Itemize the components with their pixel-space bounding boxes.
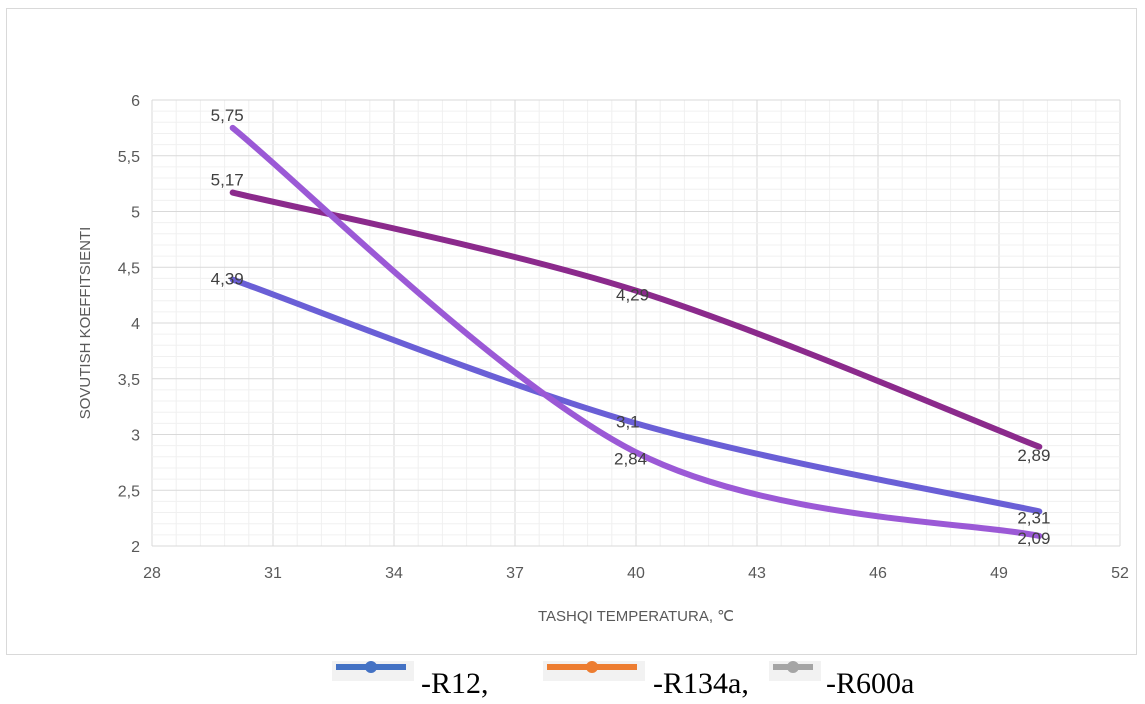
legend-label: -R134a, [653, 667, 749, 700]
data-label: 3,1 [616, 412, 640, 431]
y-tick-label: 4,5 [118, 260, 140, 277]
x-tick-label: 49 [990, 565, 1008, 582]
chart-area [6, 8, 1137, 655]
x-tick-label: 28 [143, 565, 161, 582]
data-label: 5,75 [211, 106, 244, 125]
legend-label: -R600a [826, 667, 914, 700]
data-label: 2,31 [1017, 508, 1050, 527]
grid [151, 99, 1121, 547]
x-tick-label: 46 [869, 565, 887, 582]
y-tick-label: 4 [131, 316, 140, 333]
y-tick-label: 2,5 [118, 483, 140, 500]
x-tick-label: 31 [264, 565, 282, 582]
legend-label: -R12, [421, 667, 489, 700]
x-axis-title: TASHQI TEMPERATURA, ℃ [538, 608, 734, 625]
x-tick-label: 37 [506, 565, 524, 582]
data-label: 4,29 [616, 286, 649, 305]
y-tick-label: 3,5 [118, 372, 140, 389]
legend-item: -R12, [332, 661, 489, 700]
series-line-3 [229, 124, 1043, 539]
y-tick-label: 5,5 [118, 149, 140, 166]
legend-item: -R600a [769, 661, 914, 700]
data-label: 2,09 [1017, 529, 1050, 548]
data-label: 2,89 [1017, 446, 1050, 465]
legend: -R12, -R134a, -R600a [332, 661, 914, 700]
y-tick-label: 6 [131, 93, 140, 110]
x-tick-label: 40 [627, 565, 645, 582]
legend-item: -R134a, [543, 661, 749, 700]
y-axis-title: SOVUTISH KOEFFITSIENTI [77, 227, 94, 420]
data-labels: 4,39 3,1 2,31 5,17 4,29 2,89 5,75 2,84 2,09 [211, 106, 1051, 548]
series-line-1 [229, 276, 1043, 515]
chart-svg: 28 31 34 37 40 43 46 49 52 2 2,5 3 3,5 4 4,5 5 5,5 6 4,39… [77, 93, 1129, 625]
data-label: 5,17 [211, 171, 244, 190]
y-tick-label: 2 [131, 539, 140, 556]
legend-swatch-marker [586, 661, 598, 673]
x-tick-label: 43 [748, 565, 766, 582]
x-tick-label: 34 [385, 565, 403, 582]
data-label: 2,84 [614, 449, 647, 468]
data-label: 4,39 [211, 270, 244, 289]
y-tick-label: 5 [131, 205, 140, 222]
legend-swatch-marker [365, 661, 377, 673]
series-lines [229, 124, 1043, 539]
legend-swatch-marker [787, 661, 799, 673]
y-tick-label: 3 [131, 428, 140, 445]
x-tick-label: 52 [1111, 565, 1129, 582]
tick-labels: 28 31 34 37 40 43 46 49 52 2 2,5 3 3,5 4 4,5 5 5,5 6 [118, 93, 1129, 582]
